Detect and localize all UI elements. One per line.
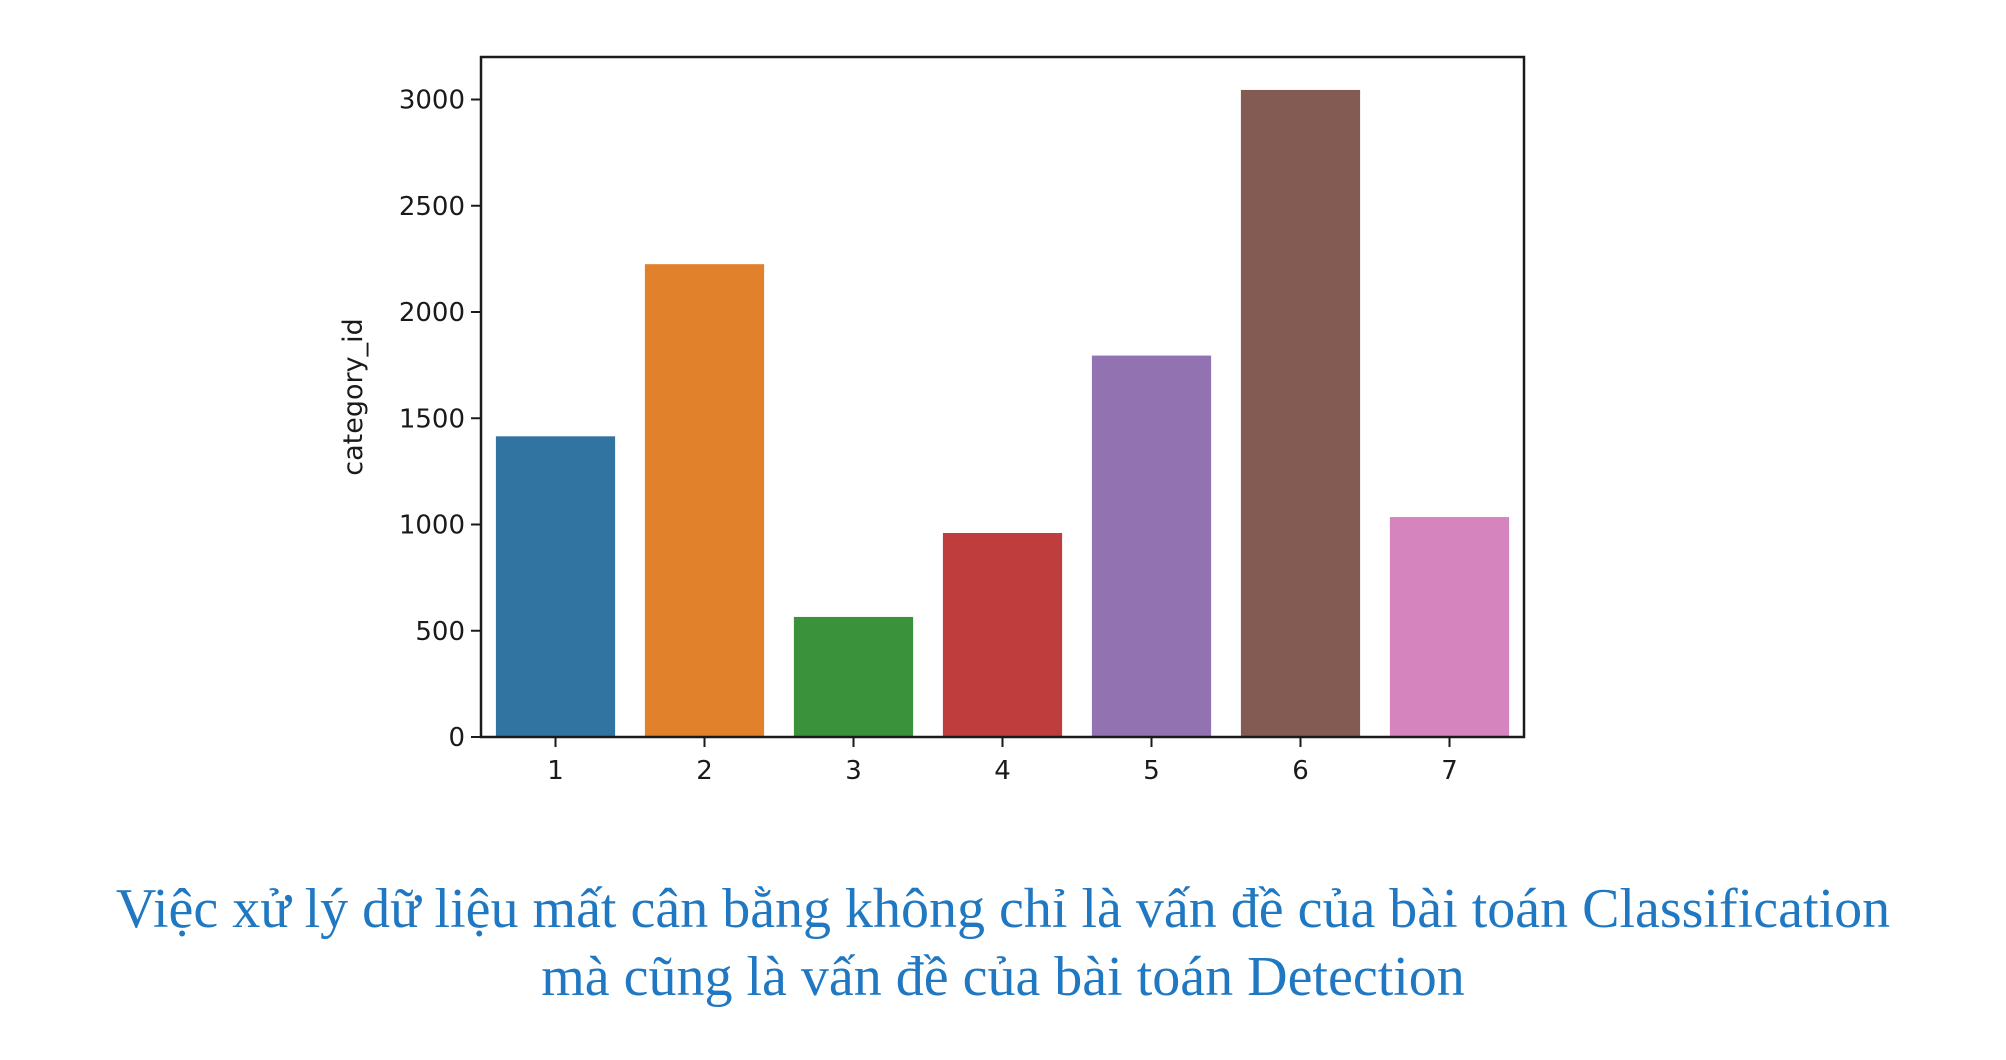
y-tick-label: 3000 bbox=[399, 86, 465, 116]
bar-7 bbox=[1389, 517, 1510, 737]
x-tick-label: 1 bbox=[547, 756, 564, 786]
y-tick-label: 0 bbox=[448, 723, 465, 753]
x-axis-ticks: 1 2 3 4 5 6 7 bbox=[547, 737, 1458, 786]
bar-2 bbox=[644, 264, 765, 737]
y-axis-ticks: 0 500 1000 1500 2000 2500 3000 bbox=[399, 86, 481, 753]
x-tick-label: 2 bbox=[696, 756, 713, 786]
y-tick-label: 2000 bbox=[399, 298, 465, 328]
figure-caption: Việc xử lý dữ liệu mất cân bằng không ch… bbox=[0, 875, 2006, 1011]
x-tick-label: 7 bbox=[1441, 756, 1458, 786]
x-tick-label: 6 bbox=[1292, 756, 1309, 786]
y-tick-label: 1000 bbox=[399, 511, 465, 541]
plot-frame bbox=[479, 55, 1526, 739]
bar-4 bbox=[942, 533, 1063, 737]
bar-chart: 0 500 1000 1500 2000 2500 3000 1 2 3 4 5 6 7 categor… bbox=[338, 55, 1526, 786]
y-tick-label: 1500 bbox=[399, 404, 465, 434]
bars-group bbox=[495, 89, 1510, 737]
caption-line-1: Việc xử lý dữ liệu mất cân bằng không ch… bbox=[115, 878, 1891, 940]
bar-5 bbox=[1091, 355, 1212, 737]
caption-line-2: mà cũng là vấn đề của bài toán Detection bbox=[541, 946, 1465, 1008]
x-tick-label: 5 bbox=[1143, 756, 1160, 786]
bar-3 bbox=[793, 616, 914, 737]
y-tick-label: 500 bbox=[415, 617, 465, 647]
x-tick-label: 3 bbox=[845, 756, 862, 786]
x-tick-label: 4 bbox=[994, 756, 1011, 786]
y-tick-label: 2500 bbox=[399, 192, 465, 222]
bar-1 bbox=[495, 436, 616, 737]
bar-6 bbox=[1240, 89, 1361, 737]
y-axis-label: category_id bbox=[338, 318, 369, 475]
